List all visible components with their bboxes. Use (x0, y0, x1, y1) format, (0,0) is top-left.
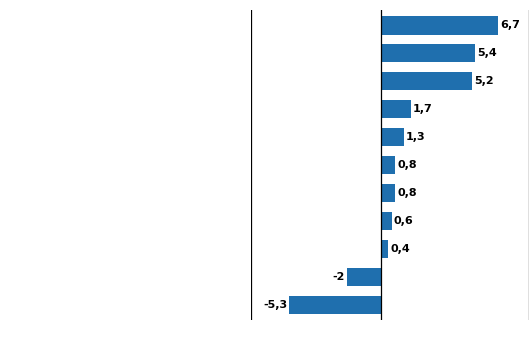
Text: -5,3: -5,3 (263, 300, 287, 310)
Bar (381, 240, 388, 258)
Text: 0,4: 0,4 (390, 244, 410, 254)
Text: 0,6: 0,6 (394, 216, 414, 226)
Text: C19: C19 (184, 281, 194, 301)
Text: C17-C18: C17-C18 (184, 23, 194, 69)
Text: 0,8: 0,8 (397, 188, 417, 198)
Bar (381, 156, 395, 174)
Bar (381, 44, 475, 62)
Text: 6,7: 6,7 (500, 21, 519, 30)
Text: C24-C25: C24-C25 (184, 54, 194, 99)
Text: -2: -2 (332, 272, 345, 282)
Bar (346, 268, 381, 286)
Bar (381, 184, 395, 202)
Text: C16, C31-C32: C16, C31-C32 (184, 224, 194, 297)
Text: C13-C15: C13-C15 (184, 115, 194, 161)
Text: 0,8: 0,8 (397, 160, 417, 170)
Text: 5,2: 5,2 (474, 76, 494, 86)
Text: C20-C21: C20-C21 (184, 176, 194, 222)
Text: C10-C12: C10-C12 (184, 85, 194, 130)
Text: C28-C30: C28-C30 (184, 207, 194, 253)
Bar (381, 72, 472, 90)
Bar (381, 100, 411, 118)
Text: 1,7: 1,7 (413, 104, 433, 114)
Text: 5,4: 5,4 (477, 49, 497, 58)
Bar (381, 17, 498, 35)
Text: C33: C33 (184, 311, 194, 332)
Text: 1,3: 1,3 (406, 132, 426, 142)
Bar (381, 212, 392, 230)
Text: C26-C27: C26-C27 (184, 0, 194, 38)
Bar (381, 128, 404, 146)
Text: C22-C23: C22-C23 (184, 146, 194, 191)
Bar (289, 296, 381, 314)
